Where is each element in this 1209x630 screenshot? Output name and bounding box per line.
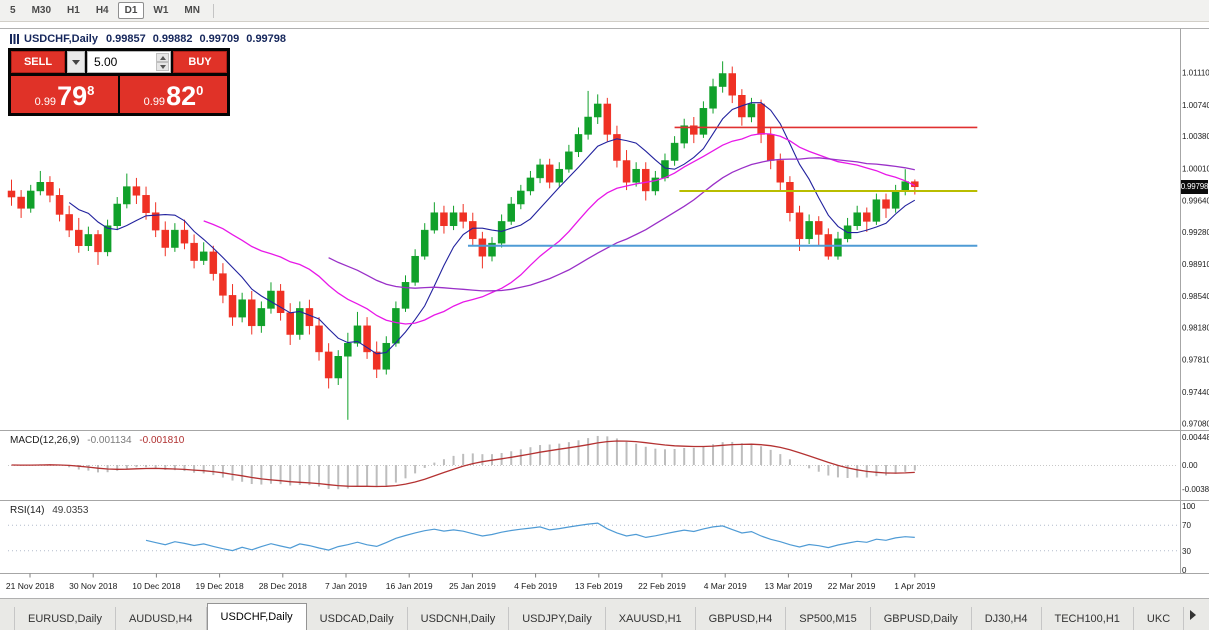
buy-price-display[interactable]: 0.99 82 0 (120, 76, 227, 113)
time-axis-label: 13 Mar 2019 (765, 581, 813, 591)
time-axis-label: 4 Mar 2019 (704, 581, 747, 591)
chart-tab-usdcnh-daily[interactable]: USDCNH,Daily (408, 607, 510, 630)
chart-type-icon (10, 34, 19, 44)
chart-tab-eurusd-daily[interactable]: EURUSD,Daily (14, 607, 116, 630)
sell-price-prefix: 0.99 (34, 96, 57, 108)
buy-price-pip-digit: 0 (196, 83, 204, 98)
price-axis-label: 0.97440 (1182, 388, 1209, 397)
price-axis-label: 1.00380 (1182, 132, 1209, 141)
chart-tab-xauusd-h1[interactable]: XAUUSD,H1 (606, 607, 696, 630)
timeframe-button-w1[interactable]: W1 (146, 2, 175, 19)
price-axis-label: 0.98540 (1182, 292, 1209, 301)
chart-tab-gbpusd-daily[interactable]: GBPUSD,Daily (871, 607, 972, 630)
macd-axis-label: 0.004487 (1182, 433, 1209, 442)
chart-window: 1.01110 1.00740 1.00380 1.00010 0.99640 0.992… (0, 22, 1209, 598)
current-price-badge: 0.99798 (1181, 179, 1208, 194)
toolbar-separator (212, 3, 214, 18)
volume-field (87, 51, 171, 73)
chart-tab-sp500-m15[interactable]: SP500,M15 (786, 607, 871, 630)
one-click-trading-panel: SELL BUY 0.99 79 8 0.99 82 0 (8, 48, 230, 116)
macd-signal-value: -0.001810 (139, 435, 185, 446)
volume-stepper (156, 53, 169, 71)
volume-increase-icon[interactable] (156, 53, 169, 62)
sell-price-display[interactable]: 0.99 79 8 (11, 76, 118, 113)
sell-price-big-digits: 79 (57, 81, 88, 111)
tabs-scroll-right-button[interactable] (1185, 607, 1201, 623)
time-axis-label: 21 Nov 2018 (6, 581, 54, 591)
timeframe-toolbar: 5 M30 H1 H4 D1 W1 MN (0, 0, 1209, 22)
chart-title: USDCHF,Daily 0.99857 0.99882 0.99709 0.9… (10, 33, 293, 45)
volume-dropdown-button[interactable] (67, 51, 85, 73)
chart-tab-bar: EURUSD,Daily AUDUSD,H4 USDCHF,Daily USDCAD,… (0, 598, 1209, 630)
ohlc-high: 0.99882 (152, 33, 193, 45)
chart-tab-ukc[interactable]: UKC (1134, 607, 1185, 630)
rsi-value: 49.0353 (52, 505, 89, 516)
macd-indicator-label: MACD(12,26,9) -0.001134 -0.001810 (10, 435, 184, 446)
chart-canvas[interactable]: 1.011101.007401.003801.000100.996400.992… (0, 22, 1209, 598)
buy-price-big-digits: 82 (166, 81, 197, 111)
price-axis-label: 0.98180 (1182, 324, 1209, 333)
time-axis-label: 7 Jan 2019 (325, 581, 367, 591)
chart-tab-usdjpy-daily[interactable]: USDJPY,Daily (509, 607, 606, 630)
price-axis-label: 0.97080 (1182, 419, 1209, 428)
time-axis-label: 25 Jan 2019 (449, 581, 496, 591)
buy-price-prefix: 0.99 (143, 96, 166, 108)
rsi-axis-label: 100 (1182, 502, 1196, 511)
price-axis-label: 1.00740 (1182, 101, 1209, 110)
chart-tab-dj30-h4[interactable]: DJ30,H4 (972, 607, 1042, 630)
macd-main-value: -0.001134 (87, 435, 132, 446)
price-axis-label: 0.97810 (1182, 356, 1209, 365)
time-axis-label: 30 Nov 2018 (69, 581, 117, 591)
time-axis-label: 19 Dec 2018 (195, 581, 243, 591)
rsi-axis-label: 30 (1182, 547, 1191, 556)
macd-title: MACD(12,26,9) (10, 435, 80, 446)
timeframe-button-h4[interactable]: H4 (89, 2, 116, 19)
time-axis-label: 22 Mar 2019 (828, 581, 876, 591)
price-axis-label: 0.98910 (1182, 260, 1209, 269)
timeframe-button-5[interactable]: 5 (3, 2, 23, 19)
ohlc-low: 0.99709 (199, 33, 240, 45)
price-axis-label: 0.99280 (1182, 228, 1209, 237)
volume-input[interactable] (88, 52, 170, 72)
moving-average-line (328, 157, 915, 292)
macd-axis-label: 0.00 (1182, 461, 1198, 470)
price-axis-label: 1.01110 (1182, 69, 1209, 78)
time-axis-label: 22 Feb 2019 (638, 581, 686, 591)
moving-average-line (203, 132, 916, 325)
rsi-title: RSI(14) (10, 505, 45, 516)
ohlc-open: 0.99857 (105, 33, 146, 45)
rsi-axis-label: 0 (1182, 566, 1187, 575)
time-axis-label: 4 Feb 2019 (514, 581, 557, 591)
sell-button[interactable]: SELL (11, 51, 65, 73)
price-axis-label: 1.00010 (1182, 164, 1209, 173)
moving-average-line (68, 102, 916, 355)
timeframe-button-d1[interactable]: D1 (117, 2, 145, 19)
timeframe-button-m30[interactable]: M30 (25, 2, 58, 19)
time-axis-label: 1 Apr 2019 (894, 581, 935, 591)
chevron-down-icon (72, 59, 80, 65)
rsi-line (145, 522, 915, 552)
chart-tab-usdchf-daily[interactable]: USDCHF,Daily (206, 603, 307, 630)
rsi-indicator-label: RSI(14) 49.0353 (10, 505, 88, 516)
chart-tab-gbpusd-h4[interactable]: GBPUSD,H4 (696, 607, 787, 630)
price-axis-label: 0.99640 (1182, 197, 1209, 206)
volume-decrease-icon[interactable] (156, 62, 169, 71)
chart-tab-usdcad-daily[interactable]: USDCAD,Daily (307, 607, 408, 630)
time-axis-label: 28 Dec 2018 (259, 581, 307, 591)
macd-axis-label: -0.003883 (1182, 485, 1209, 494)
time-axis-label: 16 Jan 2019 (386, 581, 433, 591)
sell-price-pip-digit: 8 (87, 83, 95, 98)
chart-symbol-label: USDCHF,Daily (24, 33, 98, 45)
timeframe-button-mn[interactable]: MN (177, 2, 207, 19)
timeframe-button-h1[interactable]: H1 (60, 2, 87, 19)
rsi-axis-label: 70 (1182, 521, 1191, 530)
ohlc-close: 0.99798 (246, 33, 287, 45)
macd-signal-line (11, 440, 915, 488)
time-axis-label: 13 Feb 2019 (575, 581, 623, 591)
time-axis-label: 10 Dec 2018 (132, 581, 180, 591)
chart-tab-audusd-h4[interactable]: AUDUSD,H4 (116, 607, 207, 630)
chart-tab-tech100-h1[interactable]: TECH100,H1 (1042, 607, 1134, 630)
arrow-right-icon (1190, 609, 1196, 620)
buy-button[interactable]: BUY (173, 51, 227, 73)
